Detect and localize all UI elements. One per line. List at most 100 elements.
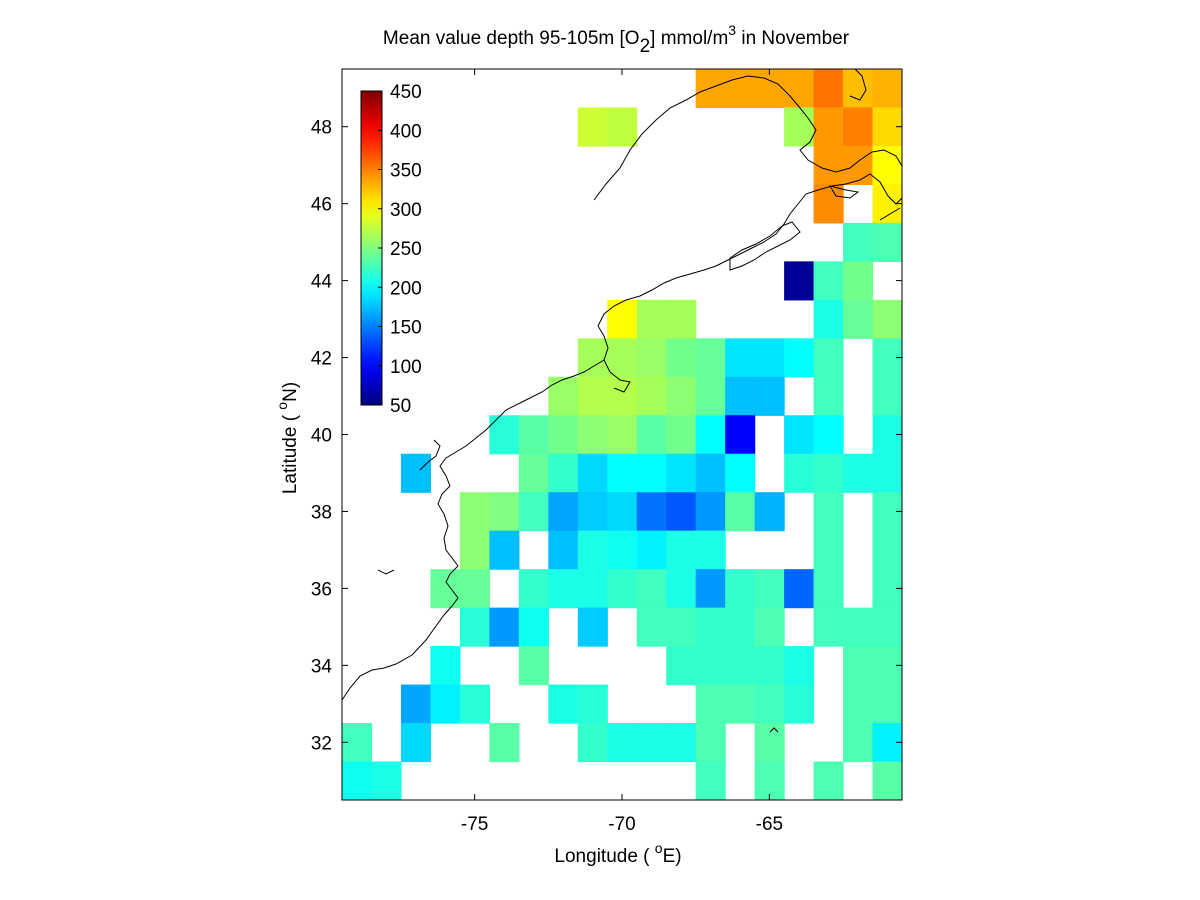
heatmap-cell [371,761,402,800]
colorbar-tick-label: 300 [390,200,422,221]
heatmap-cell [666,376,697,416]
heatmap-cell [607,338,638,378]
heatmap-cell [577,107,608,147]
heatmap-cell [843,107,874,147]
heatmap-cell [636,453,667,493]
heatmap-cell [813,69,844,109]
heatmap-cell [548,453,579,493]
heatmap-cell [489,530,520,570]
heatmap-cell [548,684,579,724]
heatmap-cell [725,684,756,724]
heatmap-cell [577,376,608,416]
heatmap-cell [872,761,902,800]
heatmap-cell [784,107,815,147]
heatmap-cell [607,376,638,416]
heatmap-cell [607,530,638,570]
heatmap-cell [607,569,638,609]
heatmap-cell [636,607,667,647]
heatmap-cell [607,299,638,339]
heatmap-cell [459,492,490,532]
heatmap-cell [843,453,874,493]
heatmap-cell [518,492,549,532]
heatmap-cell [430,646,461,686]
heatmap-cell [754,569,785,609]
heatmap-cell [725,415,756,455]
heatmap-cell [872,69,902,109]
heatmap-cell [459,569,490,609]
heatmap-cell [636,723,667,763]
heatmap-cell [342,761,373,800]
heatmap-cell [548,569,579,609]
heatmap-cell [784,261,815,301]
heatmap-cell [666,723,697,763]
heatmap-cell [489,607,520,647]
heatmap-cell [459,684,490,724]
heatmap-cell [518,453,549,493]
heatmap-cell [636,338,667,378]
heatmap-cell [843,684,874,724]
heatmap-cell [754,761,785,800]
y-axis-label: Latitude ( oN) [274,382,301,494]
heatmap-cell [813,607,844,647]
heatmap-cell [843,69,874,109]
heatmap-cell [813,761,844,800]
heatmap-cell [696,800,726,839]
colorbar-tick-label: 100 [390,357,422,378]
heatmap-cell [754,684,785,724]
heatmap-cell [813,415,844,455]
heatmap-cell [872,530,902,570]
heatmap-cell [725,569,756,609]
heatmap-cell [666,530,697,570]
heatmap-cells [342,69,903,839]
y-tick-label: 36 [311,579,332,600]
heatmap-cell [725,646,756,686]
heatmap-cell [872,376,902,416]
heatmap-cell [459,530,490,570]
heatmap-cell [548,376,579,416]
heatmap-cell [872,453,902,493]
heatmap-cell [872,299,902,339]
colorbar-tick-label: 450 [390,82,422,103]
heatmap-cell [725,376,756,416]
colorbar-tick-label: 400 [390,121,422,142]
heatmap-cell [518,569,549,609]
x-tick-label: -75 [461,814,488,835]
heatmap-cell [666,800,696,839]
heatmap-cell [430,569,461,609]
heatmap-cell [489,723,520,763]
heatmap-cell [636,530,667,570]
heatmap-cell [872,607,902,647]
heatmap-cell [607,453,638,493]
heatmap-cell [577,530,608,570]
heatmap-cell [784,646,815,686]
heatmap-cell [342,800,372,839]
heatmap-cell [873,800,903,839]
heatmap-cell [666,299,697,339]
y-tick-label: 40 [311,426,332,447]
heatmap-cell [843,607,874,647]
heatmap-cell [784,69,815,109]
colorbar-tick-label: 250 [390,239,422,260]
y-tick-label: 34 [311,656,333,677]
heatmap-cell [813,530,844,570]
heatmap-cell [843,222,874,262]
heatmap-cell [666,415,697,455]
heatmap-cell [666,607,697,647]
heatmap-cell [784,415,815,455]
heatmap-cell [636,492,667,532]
heatmap-cell [784,569,815,609]
colorbar-tick-label: 200 [390,278,422,299]
heatmap-cell [754,492,785,532]
y-axis: 32 34 36 38 40 42 44 46 48 [311,118,902,754]
y-tick-label: 42 [311,349,332,370]
heatmap-cell [695,69,726,109]
heatmap-cell [636,569,667,609]
heatmap-cell [784,338,815,378]
heatmap-cell [813,299,844,339]
heatmap-cell [430,684,461,724]
heatmap-cell [666,338,697,378]
heatmap-cell [637,800,667,839]
y-tick-label: 32 [311,733,332,754]
heatmap-cell [577,607,608,647]
